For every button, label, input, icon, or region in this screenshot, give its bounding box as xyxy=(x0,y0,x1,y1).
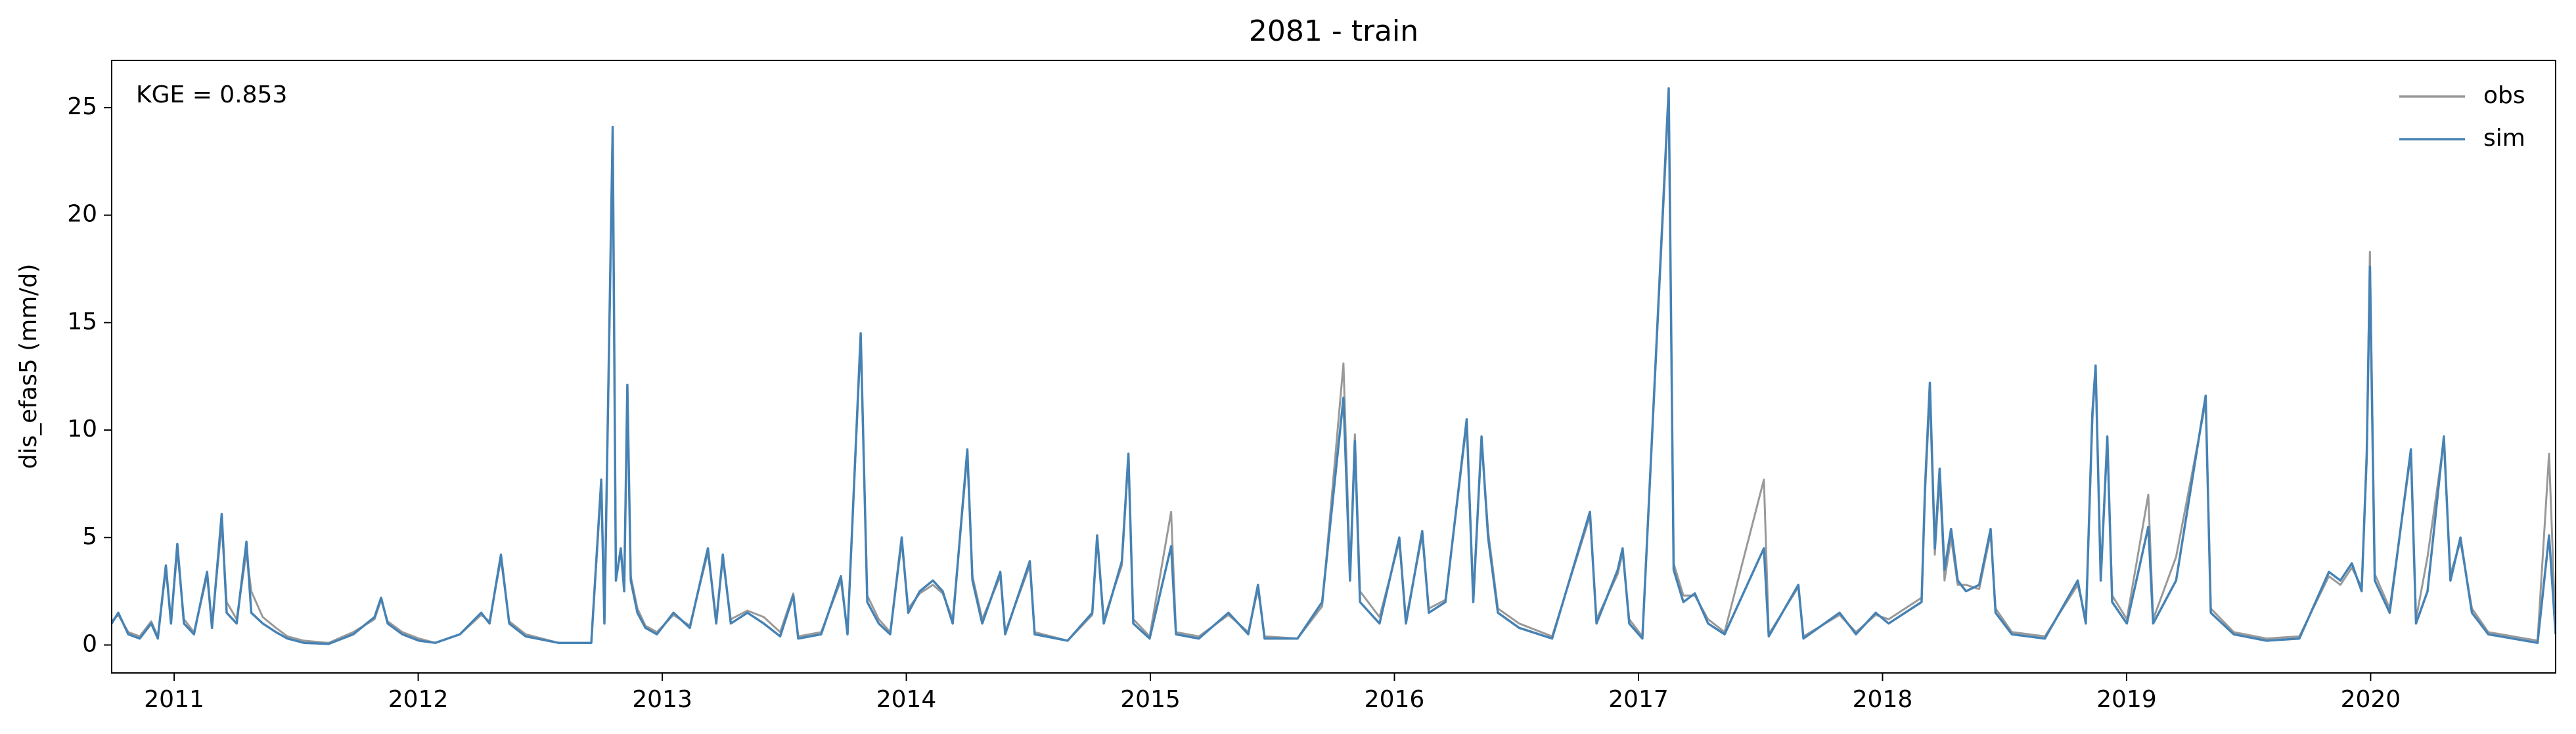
x-tick-label: 2012 xyxy=(388,686,449,713)
legend-label: obs xyxy=(2483,82,2525,109)
x-tick-label: 2013 xyxy=(632,686,692,713)
annotation: KGE = 0.853 xyxy=(136,81,287,108)
x-tick-label: 2015 xyxy=(1120,686,1181,713)
x-tick-label: 2016 xyxy=(1365,686,1425,713)
y-tick-label: 10 xyxy=(67,416,97,443)
y-tick-label: 5 xyxy=(82,523,97,550)
chart-title: 2081 - train xyxy=(1249,14,1418,48)
legend-label: sim xyxy=(2483,125,2525,152)
series-line xyxy=(112,96,2556,644)
x-tick-label: 2019 xyxy=(2096,686,2157,713)
y-axis-label: dis_efas5 (mm/d) xyxy=(15,264,42,469)
x-tick-label: 2014 xyxy=(876,686,937,713)
series-line xyxy=(112,87,2556,645)
x-tick-label: 2011 xyxy=(144,686,204,713)
x-tick-label: 2017 xyxy=(1608,686,1669,713)
y-tick-label: 15 xyxy=(67,308,97,335)
y-tick-label: 0 xyxy=(82,630,97,657)
y-tick-label: 25 xyxy=(67,93,97,120)
x-tick-label: 2018 xyxy=(1853,686,1913,713)
plot-frame xyxy=(111,60,2556,674)
x-tick-label: 2020 xyxy=(2341,686,2401,713)
y-tick-label: 20 xyxy=(67,201,97,228)
